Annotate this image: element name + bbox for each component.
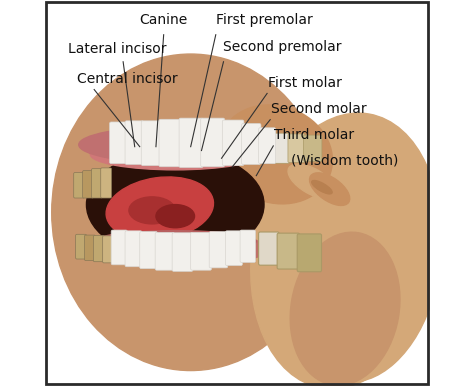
Ellipse shape: [94, 230, 256, 252]
FancyBboxPatch shape: [226, 231, 242, 266]
FancyBboxPatch shape: [259, 128, 275, 164]
Ellipse shape: [129, 197, 175, 224]
Ellipse shape: [288, 164, 337, 199]
Ellipse shape: [312, 181, 332, 194]
Text: Lateral incisor: Lateral incisor: [68, 42, 166, 56]
Ellipse shape: [79, 127, 272, 163]
Ellipse shape: [106, 177, 213, 240]
Text: Second molar: Second molar: [271, 102, 366, 116]
FancyBboxPatch shape: [125, 121, 144, 164]
Ellipse shape: [82, 232, 268, 266]
Text: Second premolar: Second premolar: [223, 40, 342, 54]
FancyBboxPatch shape: [288, 134, 305, 163]
FancyBboxPatch shape: [240, 230, 255, 262]
Ellipse shape: [86, 151, 264, 259]
Text: First molar: First molar: [268, 76, 342, 90]
FancyBboxPatch shape: [93, 235, 104, 262]
FancyBboxPatch shape: [242, 124, 261, 164]
FancyBboxPatch shape: [111, 230, 128, 265]
FancyBboxPatch shape: [209, 232, 228, 268]
FancyBboxPatch shape: [273, 133, 290, 163]
FancyBboxPatch shape: [277, 233, 300, 269]
Ellipse shape: [156, 205, 194, 228]
FancyBboxPatch shape: [191, 232, 211, 270]
FancyBboxPatch shape: [125, 231, 142, 267]
Ellipse shape: [91, 139, 260, 170]
FancyBboxPatch shape: [82, 171, 93, 198]
FancyBboxPatch shape: [303, 135, 322, 161]
FancyBboxPatch shape: [76, 234, 86, 259]
FancyBboxPatch shape: [259, 232, 279, 265]
Text: First premolar: First premolar: [216, 13, 312, 27]
FancyBboxPatch shape: [222, 120, 244, 166]
Text: Third molar: Third molar: [274, 128, 354, 142]
FancyBboxPatch shape: [172, 233, 193, 271]
FancyBboxPatch shape: [297, 234, 321, 272]
FancyBboxPatch shape: [201, 118, 225, 167]
Ellipse shape: [52, 54, 329, 371]
Ellipse shape: [298, 174, 439, 382]
FancyBboxPatch shape: [103, 236, 113, 263]
Ellipse shape: [290, 232, 400, 385]
FancyBboxPatch shape: [159, 119, 182, 167]
Ellipse shape: [219, 105, 332, 204]
FancyBboxPatch shape: [140, 232, 157, 269]
Text: Canine: Canine: [139, 13, 188, 27]
FancyBboxPatch shape: [179, 118, 203, 168]
Text: Central incisor: Central incisor: [77, 72, 177, 86]
FancyBboxPatch shape: [84, 235, 95, 261]
FancyBboxPatch shape: [101, 168, 111, 198]
FancyBboxPatch shape: [155, 232, 174, 270]
FancyBboxPatch shape: [141, 121, 161, 166]
FancyBboxPatch shape: [91, 169, 102, 198]
Text: (Wisdom tooth): (Wisdom tooth): [291, 154, 399, 168]
FancyBboxPatch shape: [109, 122, 128, 164]
Ellipse shape: [251, 113, 439, 386]
Ellipse shape: [310, 173, 350, 205]
FancyBboxPatch shape: [74, 173, 84, 198]
Ellipse shape: [133, 137, 218, 158]
